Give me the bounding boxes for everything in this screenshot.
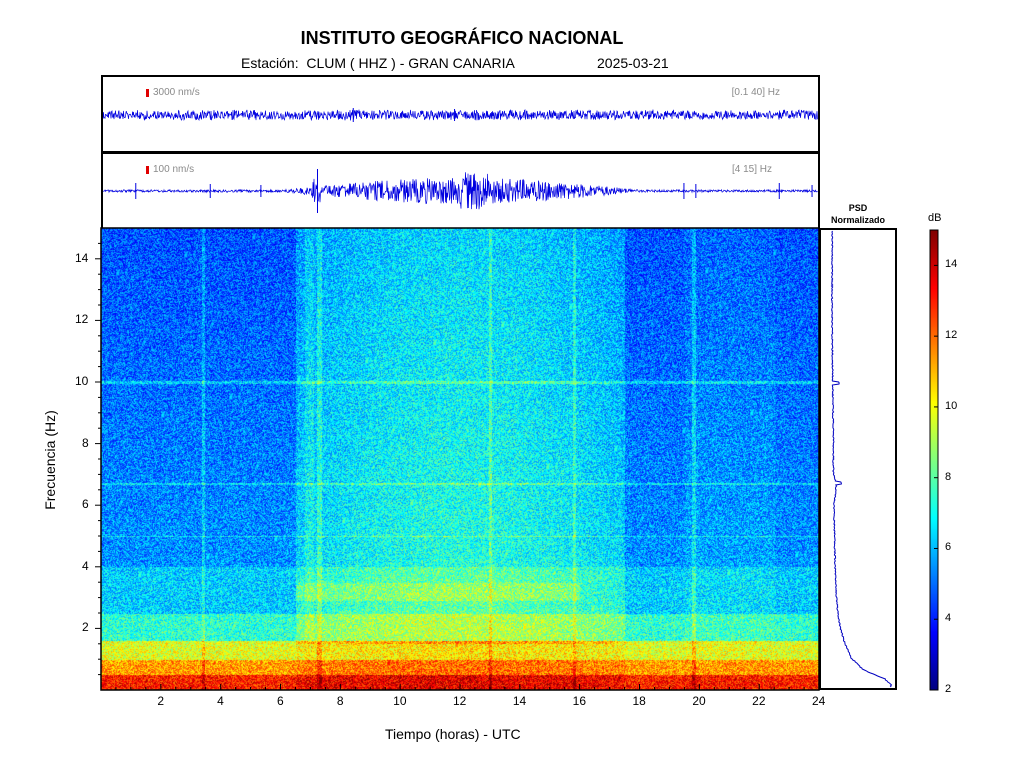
colorbar-tick-label: 14 [945,258,958,271]
band-label: [4 15] Hz [731,164,772,175]
band-label: [0.1 40] Hz [731,87,780,98]
colorbar [930,230,938,690]
broadband-trace-panel: 3000 nm/s [0.1 40] Hz [101,75,820,153]
x-tick-label: 12 [453,694,467,708]
x-tick-label: 8 [336,694,344,708]
scale-bar-marker [146,89,149,97]
colorbar-tick-label: 8 [945,470,952,483]
page-title: INSTITUTO GEOGRÁFICO NACIONAL [300,28,624,48]
x-tick-label: 24 [812,694,826,708]
colorbar-tick-label: 6 [945,541,952,554]
y-tick-label: 14 [75,250,89,265]
colorbar-tick-label: 4 [945,612,952,625]
y-tick-label: 8 [82,435,89,450]
y-tick-label: 10 [75,374,89,388]
x-tick-label: 22 [752,694,766,708]
y-tick-label: 4 [82,558,89,573]
colorbar-tick-label: 12 [945,329,958,342]
psd-title-line2: Normalizado [830,215,885,225]
x-tick-label: 18 [632,694,646,708]
psd-panel [819,228,897,690]
x-tick-label: 6 [277,694,284,708]
psd-line [830,230,893,688]
broadband-waveform [103,108,818,122]
filtered-waveform [103,169,818,213]
y-tick-label: 2 [82,620,89,635]
x-axis-label: Tiempo (horas) - UTC [385,726,521,742]
psd-curve [830,230,893,688]
station-label: Estación: CLUM ( HHZ ) - GRAN CANARIA [241,55,515,71]
x-tick-label: 10 [393,694,407,708]
x-tick-label: 2 [157,694,165,708]
waveform-line [103,172,818,210]
psd-title: PSD Normalizado [820,202,896,226]
y-tick-label: 6 [82,497,89,512]
x-tick-label: 16 [572,694,587,708]
y-axis-label: Frecuencia (Hz) [42,410,58,510]
spectrogram-heatmap [101,228,819,690]
colorbar-unit: dB [928,212,942,224]
y-tick-label: 12 [75,312,89,327]
filtered-trace-panel: 100 nm/s [4 15] Hz [101,152,820,230]
x-tick-label: 4 [217,694,224,708]
scale-label: 100 nm/s [153,164,195,175]
colorbar-tick-label: 2 [945,683,952,695]
colorbar-tick-label: 10 [945,399,958,412]
date-label: 2025-03-21 [597,55,669,71]
scale-bar-marker [146,166,149,174]
x-tick-label: 14 [512,694,527,708]
scale-label: 3000 nm/s [153,87,200,98]
x-tick-label: 20 [692,694,706,708]
waveform-line [103,109,818,122]
psd-title-line1: PSD [848,203,868,213]
